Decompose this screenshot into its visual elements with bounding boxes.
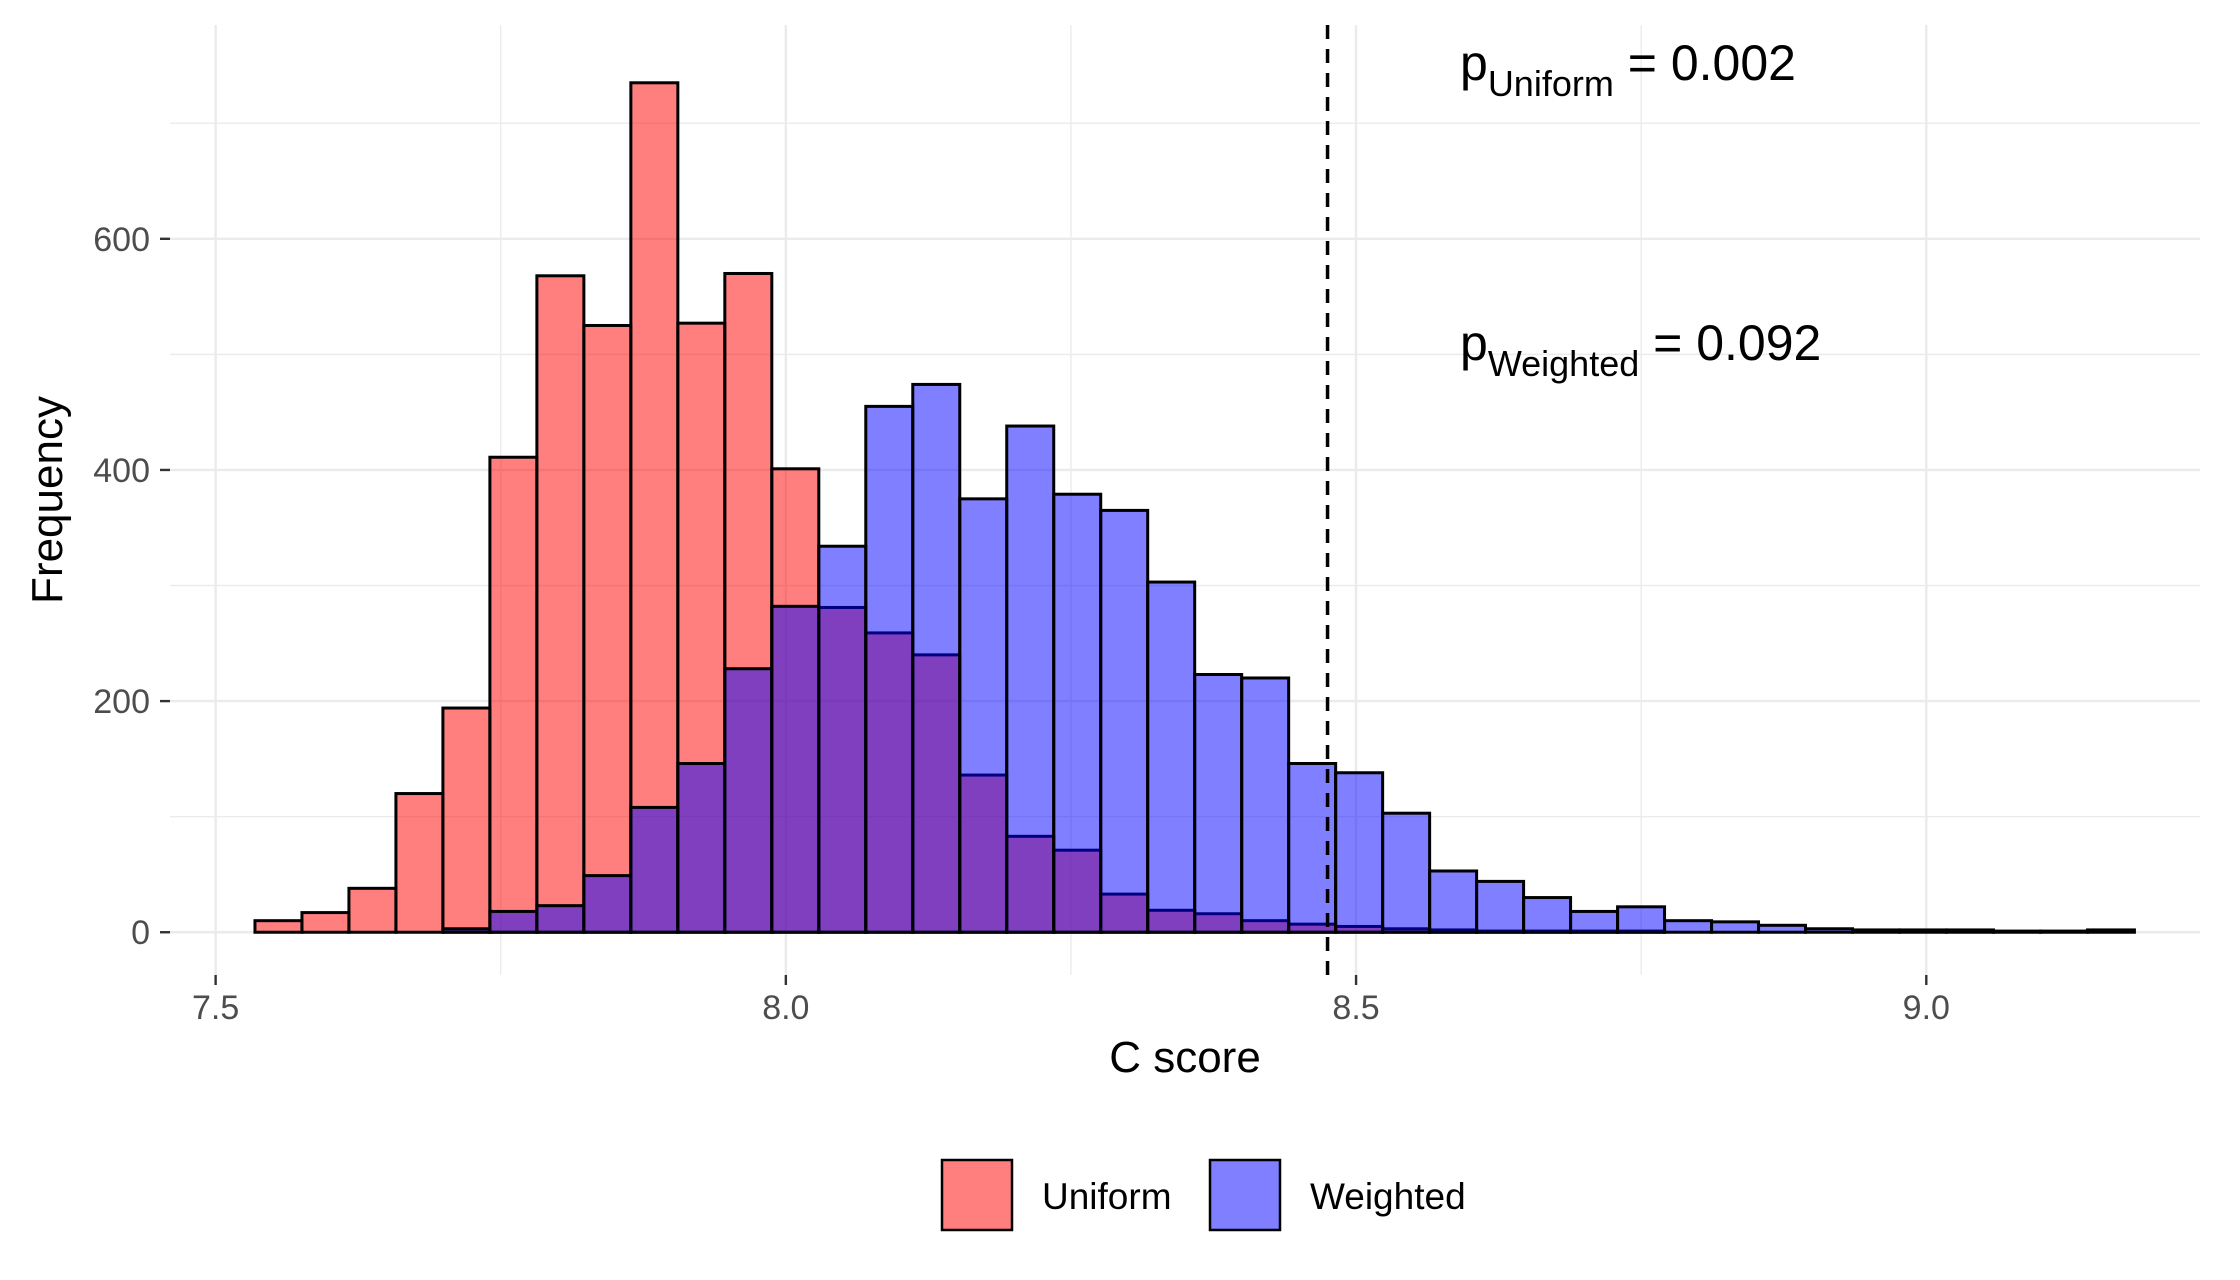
annotation-p-uniform-sub: Uniform — [1488, 63, 1614, 104]
y-tick-label: 200 — [93, 683, 150, 721]
annotation-p-weighted-value: = 0.092 — [1639, 315, 1821, 371]
bar-weighted — [1569, 909, 1620, 934]
bar-weighted — [770, 604, 821, 934]
bar-weighted — [1616, 905, 1667, 934]
legend-label-uniform: Uniform — [1042, 1176, 1172, 1217]
bar-weighted — [817, 544, 868, 934]
legend: Uniform Weighted — [940, 1158, 1466, 1232]
bar-weighted — [911, 382, 962, 934]
bar-weighted — [1052, 492, 1103, 934]
bar-weighted — [2038, 929, 2089, 934]
bar-uniform — [582, 323, 633, 934]
annotation-p-weighted: pWeighted = 0.092 — [1460, 315, 1821, 384]
bar-weighted — [1757, 923, 1808, 934]
bar-weighted — [1804, 927, 1855, 934]
bar-weighted — [958, 497, 1009, 934]
y-tick-label: 400 — [93, 452, 150, 490]
bar-uniform — [253, 919, 304, 934]
bar-uniform — [535, 274, 586, 934]
bar-weighted — [1334, 771, 1385, 934]
y-axis-title: Frequency — [23, 396, 72, 604]
x-tick-label: 9.0 — [1903, 989, 1950, 1027]
annotation-p-weighted-sub: Weighted — [1488, 343, 1639, 384]
bar-weighted — [1475, 879, 1526, 934]
bar-weighted — [1240, 676, 1291, 934]
bar-weighted — [1428, 869, 1479, 934]
bar-weighted — [1710, 920, 1761, 934]
histogram-bars — [253, 81, 2136, 934]
bar-uniform — [629, 81, 680, 934]
bar-uniform — [394, 792, 445, 934]
bar-weighted — [488, 909, 539, 934]
bar-weighted — [1944, 928, 1995, 934]
x-tick-label: 7.5 — [192, 989, 239, 1027]
bar-weighted — [441, 927, 492, 934]
bar-weighted — [1146, 580, 1197, 934]
bar-weighted — [1663, 919, 1714, 934]
y-tick-label: 600 — [93, 221, 150, 259]
x-axis-title: C score — [1109, 1033, 1261, 1082]
bar-weighted — [1381, 811, 1432, 934]
bar-uniform — [300, 911, 351, 934]
bar-weighted — [1991, 929, 2042, 934]
bar-weighted — [723, 667, 774, 934]
bar-weighted — [1897, 928, 1948, 934]
legend-label-weighted: Weighted — [1310, 1176, 1466, 1217]
axis-ticks: 7.5 8.0 8.5 9.0 0 200 400 600 — [93, 221, 1950, 1027]
bar-weighted — [2085, 928, 2136, 934]
bar-weighted — [582, 874, 633, 934]
bar-weighted — [1193, 673, 1244, 934]
bar-uniform — [488, 455, 539, 934]
annotation-p-uniform-value: = 0.002 — [1614, 35, 1796, 91]
bar-weighted — [1851, 928, 1901, 934]
bar-weighted — [535, 904, 586, 934]
bar-weighted — [864, 404, 915, 934]
legend-key-uniform — [940, 1158, 1014, 1232]
bar-uniform — [441, 706, 492, 934]
y-tick-label: 0 — [131, 914, 150, 952]
bar-weighted — [1099, 508, 1150, 934]
annotation-p-uniform: pUniform = 0.002 — [1460, 35, 1796, 104]
annotation-p-uniform-main: p — [1460, 35, 1488, 91]
bar-uniform — [347, 886, 398, 934]
bar-weighted — [629, 805, 680, 934]
bar-weighted — [676, 762, 727, 934]
x-tick-label: 8.0 — [762, 989, 809, 1027]
bar-weighted — [1522, 896, 1573, 934]
annotation-p-weighted-main: p — [1460, 315, 1488, 371]
x-tick-label: 8.5 — [1332, 989, 1379, 1027]
legend-key-weighted — [1208, 1158, 1282, 1232]
bar-weighted — [1005, 424, 1056, 934]
